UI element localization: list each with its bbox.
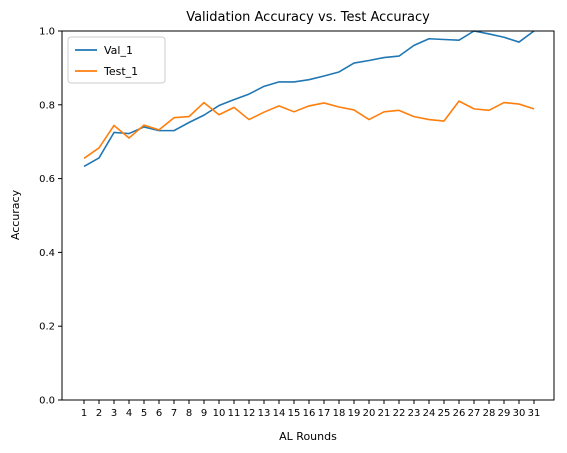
y-tick-label: 1.0	[39, 27, 55, 38]
x-tick-label: 19	[348, 408, 361, 419]
x-tick-label: 12	[243, 408, 256, 419]
x-tick-label: 30	[513, 408, 526, 419]
x-tick-label: 9	[201, 408, 207, 419]
series-line-test-1	[83, 100, 535, 159]
x-tick-label: 11	[228, 408, 241, 419]
y-tick-label: 0.6	[39, 174, 55, 185]
y-tick-label: 0.8	[39, 100, 55, 111]
y-tick-label: 0.4	[39, 248, 55, 259]
x-tick-label: 3	[111, 408, 117, 419]
x-tick-label: 18	[333, 408, 346, 419]
x-tick-label: 24	[423, 408, 436, 419]
x-axis: 1 2 3 4 5 6 7 8 9 10 11 12 13 14 15 16 17 18 19 20 21 22 23 24 2…	[81, 400, 541, 419]
x-tick-label: 7	[171, 408, 177, 419]
legend-label: Val_1	[104, 44, 133, 57]
x-tick-label: 2	[96, 408, 102, 419]
y-axis-label: Accuracy	[9, 189, 22, 240]
x-tick-label: 21	[378, 408, 391, 419]
x-tick-label: 10	[213, 408, 226, 419]
legend: Val_1 Test_1	[67, 36, 166, 84]
y-tick-label: 0.2	[39, 322, 55, 333]
x-tick-label: 1	[81, 408, 87, 419]
x-tick-label: 25	[438, 408, 451, 419]
x-axis-label: AL Rounds	[279, 430, 337, 443]
y-tick-label: 0.0	[39, 396, 55, 407]
y-axis: 0.0 0.2 0.4 0.6 0.8 1.0	[39, 27, 62, 407]
x-tick-label: 15	[288, 408, 301, 419]
x-tick-label: 27	[468, 408, 481, 419]
x-tick-label: 28	[483, 408, 496, 419]
x-tick-label: 23	[408, 408, 421, 419]
x-tick-label: 20	[363, 408, 376, 419]
x-tick-label: 22	[393, 408, 406, 419]
x-tick-label: 31	[528, 408, 541, 419]
x-tick-label: 26	[453, 408, 466, 419]
x-tick-label: 13	[258, 408, 271, 419]
x-tick-label: 4	[126, 408, 132, 419]
x-tick-label: 17	[318, 408, 331, 419]
x-tick-label: 6	[156, 408, 162, 419]
legend-label: Test_1	[103, 65, 138, 78]
chart-title: Validation Accuracy vs. Test Accuracy	[186, 10, 430, 25]
x-tick-label: 29	[498, 408, 511, 419]
x-tick-label: 14	[273, 408, 286, 419]
plot-lines	[83, 30, 535, 168]
x-tick-label: 16	[303, 408, 316, 419]
x-tick-label: 5	[141, 408, 147, 419]
x-tick-label: 8	[186, 408, 192, 419]
plot-frame	[61, 30, 555, 401]
